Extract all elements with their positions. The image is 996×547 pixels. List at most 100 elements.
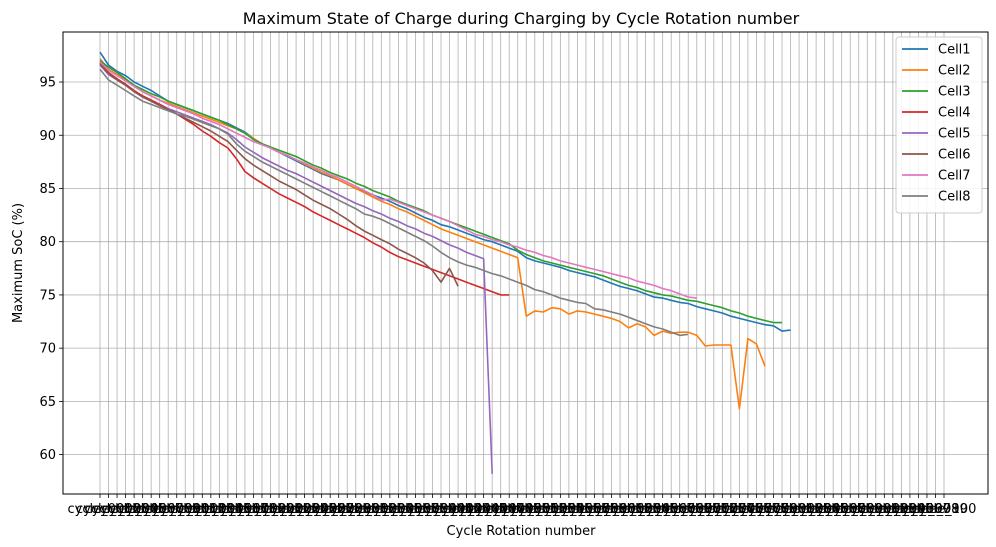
chart-title: Maximum State of Charge during Charging …: [243, 9, 800, 28]
x-tick-label: cycle_099: [903, 502, 968, 517]
x-tick-label: cycle_013: [170, 502, 235, 517]
x-tick-label: cycle_072: [673, 502, 738, 517]
x-tick-label: cycle_084: [775, 502, 840, 517]
x-tick-label: cycle_032: [332, 502, 397, 517]
x-tick-label: cycle_066: [622, 502, 687, 517]
legend-label: Cell4: [938, 106, 971, 121]
x-tick-label: cycle_015: [187, 502, 252, 517]
y-axis-label: Maximum SoC (%): [11, 203, 26, 323]
x-tick-label: cycle_024: [264, 502, 329, 517]
x-tick-label: cycle_085: [784, 502, 849, 517]
x-tick-label: cycle_093: [852, 502, 917, 517]
x-tick-label: cycle_027: [289, 502, 354, 517]
x-tick-label: cycle_100: [912, 502, 977, 517]
x-tick-label: cycle_080: [741, 502, 806, 517]
x-tick-label: cycle_037: [374, 502, 439, 517]
legend-label: Cell8: [938, 190, 971, 205]
x-tick-label: cycle_005: [102, 502, 167, 517]
x-tick-label: cycle_040: [400, 502, 465, 517]
x-tick-label: cycle_088: [809, 502, 874, 517]
y-tick-label: 90: [39, 129, 56, 144]
x-tick-label: cycle_011: [153, 502, 218, 517]
x-tick-label: cycle_063: [596, 502, 661, 517]
x-tick-label: cycle_092: [843, 502, 908, 517]
x-tick-label: cycle_074: [690, 502, 755, 517]
legend-label: Cell6: [938, 148, 971, 163]
grid-horizontal: [63, 81, 988, 456]
x-tick-label: cycle_026: [281, 502, 346, 517]
x-tick-label: cycle_038: [383, 502, 448, 517]
x-tick-label: cycle_022: [247, 502, 312, 517]
x-tick-label: cycle_045: [443, 502, 508, 517]
x-tick-label: cycle_075: [698, 502, 763, 517]
x-tick-label: cycle_052: [502, 502, 567, 517]
x-tick-label: cycle_096: [877, 502, 942, 517]
series-line-cell6: [99, 63, 459, 287]
x-tick-label: cycle_071: [664, 502, 729, 517]
legend: Cell1 Cell2 Cell3 Cell4 Cell5 Cell6 Cell7 Cell8: [895, 36, 983, 214]
x-tick-label: cycle_077: [715, 502, 780, 517]
x-tick-label: cycle_050: [485, 502, 550, 517]
x-tick-label: cycle_081: [750, 502, 815, 517]
x-tick-label: cycle_018: [212, 502, 277, 517]
x-tick-label: cycle_064: [605, 502, 670, 517]
x-tick-label: cycle_012: [161, 502, 226, 517]
x-tick-label: cycle_083: [767, 502, 832, 517]
x-tick-label: cycle_010: [144, 502, 209, 517]
x-tick-label: cycle_019: [221, 502, 286, 517]
x-tick-label: cycle_025: [272, 502, 337, 517]
x-tick-label: cycle_048: [468, 502, 533, 517]
x-tick-label: cycle_044: [434, 502, 499, 517]
x-tick-label: cycle_020: [230, 502, 295, 517]
x-axis-ticks: cycle_001cycle_002cycle_003cycle_004cycl…: [68, 494, 977, 517]
x-tick-label: cycle_034: [349, 502, 414, 517]
x-tick-label: cycle_057: [545, 502, 610, 517]
x-tick-label: cycle_060: [571, 502, 636, 517]
x-tick-label: cycle_039: [391, 502, 456, 517]
plot-frame: [62, 31, 989, 495]
legend-label: Cell5: [938, 127, 971, 142]
x-tick-label: cycle_008: [127, 502, 192, 517]
x-tick-label: cycle_041: [409, 502, 474, 517]
x-tick-label: cycle_087: [801, 502, 866, 517]
x-tick-label: cycle_035: [357, 502, 422, 517]
y-tick-label: 85: [39, 182, 56, 197]
x-tick-label: cycle_002: [76, 502, 141, 517]
x-tick-label: cycle_061: [579, 502, 644, 517]
y-tick-label: 80: [39, 235, 56, 250]
y-axis-ticks: 60 65 70 75 80 85 90 95: [39, 76, 63, 463]
legend-label: Cell1: [938, 43, 971, 58]
x-tick-label: cycle_030: [315, 502, 380, 517]
x-tick-label: cycle_094: [860, 502, 925, 517]
x-tick-label: cycle_004: [93, 502, 158, 517]
x-tick-label: cycle_001: [68, 502, 133, 517]
x-tick-label: cycle_016: [195, 502, 260, 517]
x-tick-label: cycle_046: [451, 502, 516, 517]
y-tick-label: 60: [39, 448, 56, 463]
grid-vertical: [99, 32, 945, 494]
x-tick-label: cycle_042: [417, 502, 482, 517]
x-tick-label: cycle_051: [494, 502, 559, 517]
x-tick-label: cycle_033: [340, 502, 405, 517]
x-tick-label: cycle_068: [639, 502, 704, 517]
x-tick-label: cycle_069: [647, 502, 712, 517]
legend-box: [895, 36, 983, 214]
x-tick-label: cycle_076: [707, 502, 772, 517]
y-tick-label: 95: [39, 76, 56, 91]
y-tick-label: 65: [39, 395, 56, 410]
x-tick-label: cycle_058: [553, 502, 618, 517]
x-tick-label: cycle_082: [758, 502, 823, 517]
series-line-cell7: [99, 61, 697, 299]
x-tick-label: cycle_031: [323, 502, 388, 517]
x-tick-label: cycle_003: [85, 502, 150, 517]
x-tick-label: cycle_028: [298, 502, 363, 517]
x-tick-label: cycle_017: [204, 502, 269, 517]
series-lines: [99, 51, 791, 474]
x-tick-label: cycle_095: [869, 502, 934, 517]
x-tick-label: cycle_023: [255, 502, 320, 517]
y-tick-label: 75: [39, 288, 56, 303]
x-tick-label: cycle_086: [792, 502, 857, 517]
x-tick-label: cycle_067: [630, 502, 695, 517]
